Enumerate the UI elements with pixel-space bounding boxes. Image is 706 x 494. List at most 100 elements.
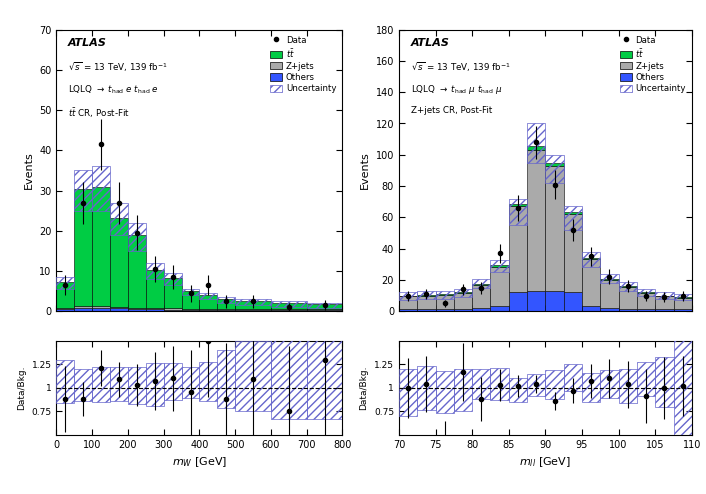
Bar [56,277,74,289]
Bar [128,223,146,251]
Bar [527,291,546,311]
X-axis label: $m_{ll}$ [GeV]: $m_{ll}$ [GeV] [520,455,571,469]
Bar [637,289,655,295]
Bar [546,155,563,183]
Bar [56,282,74,308]
Bar [618,369,637,403]
Bar [200,310,217,311]
Bar [164,310,181,311]
Bar [436,291,454,299]
Bar [235,301,271,309]
Bar [655,309,674,311]
Bar [600,308,618,311]
Bar [306,309,342,310]
Bar [417,295,436,309]
Bar [509,199,527,225]
Bar [509,204,527,206]
Bar [655,357,674,407]
Bar [618,286,637,287]
Bar [582,259,600,306]
Bar [74,189,92,306]
Bar [618,309,637,311]
Bar [454,288,472,297]
Bar [472,285,491,308]
Bar [110,367,128,401]
X-axis label: $m_W$ [GeV]: $m_W$ [GeV] [172,455,227,469]
Bar [546,163,563,166]
Text: $\sqrt{s}$ = 13 TeV, 139 fb$^{-1}$: $\sqrt{s}$ = 13 TeV, 139 fb$^{-1}$ [68,61,168,74]
Bar [164,364,181,400]
Bar [454,309,472,311]
Bar [637,293,655,309]
Bar [600,274,618,283]
Bar [600,280,618,308]
Bar [491,265,509,267]
Bar [164,278,181,308]
Bar [454,369,472,411]
Bar [674,297,692,298]
Legend: Data, $t\bar{t}$, Z+jets, Others, Uncertainty: Data, $t\bar{t}$, Z+jets, Others, Uncert… [269,34,338,95]
Bar [509,292,527,311]
Bar [527,374,546,396]
Bar [74,308,92,311]
Bar [181,367,200,398]
Bar [472,284,491,285]
Bar [674,334,692,441]
Bar [110,308,128,311]
Bar [637,363,655,396]
Bar [454,292,472,293]
Bar [436,371,454,413]
Bar [146,309,164,311]
Bar [217,309,235,310]
Bar [235,309,271,310]
Bar [164,273,181,285]
Y-axis label: Data/Bkg.: Data/Bkg. [359,366,369,410]
Bar [200,309,217,310]
Bar [674,309,692,311]
Bar [563,212,582,214]
Bar [546,166,563,291]
Bar [674,294,692,300]
Bar [110,218,128,307]
Bar [56,309,74,311]
Bar [399,369,417,416]
Bar [674,298,692,309]
Bar [655,296,674,309]
Bar [128,367,146,404]
Bar [600,370,618,398]
Bar [618,282,637,291]
Bar [491,260,509,272]
Bar [92,306,110,308]
Bar [436,294,454,295]
Bar [200,293,217,299]
Bar [217,350,235,408]
Bar [200,362,217,401]
Bar [417,291,436,299]
Bar [491,368,509,400]
Bar [306,303,342,308]
Bar [56,308,74,309]
Bar [509,378,527,402]
Bar [146,308,164,309]
Bar [563,292,582,311]
Bar [200,295,217,309]
Bar [92,367,110,402]
Bar [306,304,342,309]
Bar [181,310,200,311]
Bar [181,291,200,309]
Bar [217,299,235,309]
Bar [271,301,306,307]
Bar [637,292,655,293]
Bar [417,366,436,411]
Legend: Data, $t\bar{t}$, Z+jets, Others, Uncertainty: Data, $t\bar{t}$, Z+jets, Others, Uncert… [618,34,688,95]
Text: Z+jets CR, Post-Fit: Z+jets CR, Post-Fit [411,106,492,115]
Bar [637,309,655,311]
Bar [582,252,600,267]
Bar [306,310,342,311]
Bar [618,287,637,309]
Bar [472,369,491,399]
Bar [454,293,472,309]
Bar [655,295,674,296]
Bar [527,146,546,150]
Bar [546,291,563,311]
